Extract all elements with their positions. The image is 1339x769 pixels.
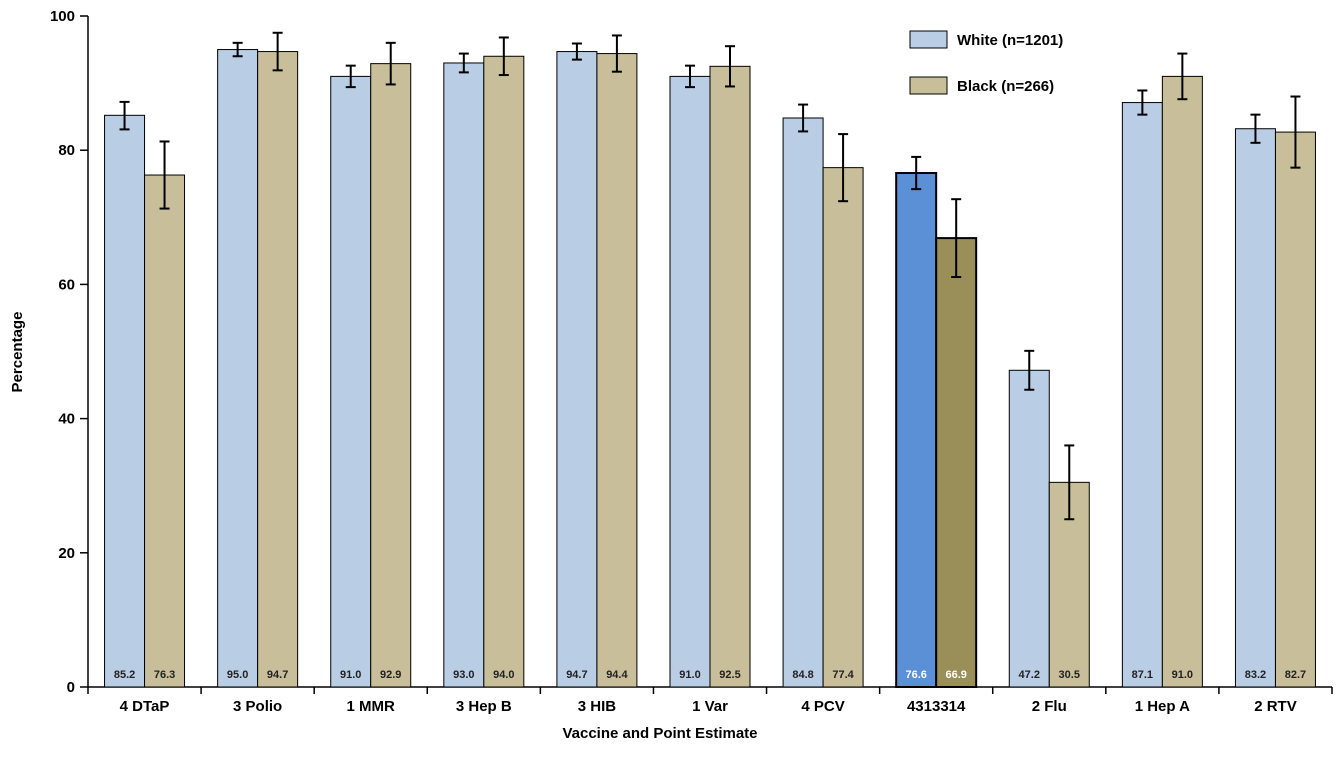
data-label-10-0: 83.2 (1245, 669, 1266, 681)
bar-3-hib-series-0 (556, 51, 598, 688)
category-label-8: 2 Flu (1032, 698, 1067, 715)
category-label-4: 3 HIB (578, 698, 617, 715)
bar-4313314-series-0 (895, 172, 938, 689)
bar-1-var-series-0 (669, 75, 711, 688)
data-label-1-1: 94.7 (267, 669, 288, 681)
data-label-1-0: 95.0 (227, 669, 248, 681)
category-label-2: 1 MMR (347, 698, 396, 715)
category-labels: 4 DTaP 3 Polio 1 MMR 3 Hep B 3 HIB 1 Var 4 PCV… (120, 698, 1297, 715)
data-label-4-1: 94.4 (606, 669, 628, 681)
category-label-0: 4 DTaP (120, 698, 170, 715)
data-label-5-0: 91.0 (679, 669, 700, 681)
data-label-7-1: 66.9 (945, 669, 966, 681)
data-label-4-0: 94.7 (566, 669, 587, 681)
data-label-7-0: 76.6 (905, 669, 926, 681)
y-axis-title: Percentage (9, 312, 26, 393)
data-label-3-0: 93.0 (453, 669, 474, 681)
bar-2-flu-series-0 (1008, 369, 1050, 688)
data-label-9-0: 87.1 (1132, 669, 1153, 681)
bar-3-polio-series-1 (257, 51, 299, 688)
bar-4-dtap-series-1 (144, 174, 186, 688)
y-tick-label-60: 60 (58, 276, 75, 293)
category-label-9: 1 Hep A (1135, 698, 1190, 715)
data-label-6-1: 77.4 (832, 669, 854, 681)
data-label-8-1: 30.5 (1059, 669, 1080, 681)
data-label-2-0: 91.0 (340, 669, 361, 681)
bar-4-pcv-series-0 (782, 117, 824, 688)
bar-2-rtv-series-1 (1274, 131, 1316, 688)
data-label-3-1: 94.0 (493, 669, 514, 681)
y-tick-label-20: 20 (58, 545, 75, 562)
data-label-5-1: 92.5 (719, 669, 740, 681)
bar-4-pcv-series-1 (822, 167, 864, 688)
legend-label-white: White (n=1201) (957, 32, 1063, 49)
bar-1-mmr-series-1 (370, 63, 412, 688)
data-label-0-1: 76.3 (154, 669, 175, 681)
y-tick-label-40: 40 (58, 411, 75, 428)
y-tick-label-80: 80 (58, 142, 75, 159)
bar-4-dtap-series-0 (104, 114, 146, 688)
data-label-6-0: 84.8 (792, 669, 813, 681)
category-label-5: 1 Var (692, 698, 728, 715)
bar-2-rtv-series-0 (1234, 128, 1276, 688)
bar-1-hep-a-series-1 (1161, 75, 1203, 688)
category-label-6: 4 PCV (801, 698, 844, 715)
legend: White (n=1201) Black (n=266) (909, 30, 1063, 95)
data-label-8-0: 47.2 (1019, 669, 1040, 681)
y-tick-label-0: 0 (67, 679, 75, 696)
bar-1-var-series-1 (709, 65, 751, 688)
bar-3-hib-series-1 (596, 53, 638, 688)
category-label-7: 4313314 (907, 698, 966, 715)
category-label-10: 2 RTV (1254, 698, 1297, 715)
category-label-1: 3 Polio (233, 698, 282, 715)
data-label-10-1: 82.7 (1285, 669, 1306, 681)
bar-3-hep-b-series-1 (483, 55, 525, 688)
error-bars (119, 31, 1301, 521)
data-label-2-1: 92.9 (380, 669, 401, 681)
data-label-0-0: 85.2 (114, 669, 135, 681)
bar-4313314-series-1 (935, 237, 978, 688)
bar-1-mmr-series-0 (330, 75, 372, 688)
data-label-9-1: 91.0 (1172, 669, 1193, 681)
legend-label-black: Black (n=266) (957, 78, 1054, 95)
category-label-3: 3 Hep B (456, 698, 512, 715)
bars: 85.2 76.3 95.0 94.7 91.0 92.9 93.0 94.0 94.7 94.4… (104, 49, 1316, 689)
x-axis-title: Vaccine and Point Estimate (562, 725, 757, 742)
bar-3-hep-b-series-0 (443, 62, 485, 688)
legend-swatch-black (909, 76, 948, 95)
legend-swatch-white (909, 30, 948, 49)
bar-3-polio-series-0 (217, 49, 259, 688)
y-tick-label-100: 100 (50, 8, 75, 25)
bar-1-hep-a-series-0 (1121, 102, 1163, 688)
